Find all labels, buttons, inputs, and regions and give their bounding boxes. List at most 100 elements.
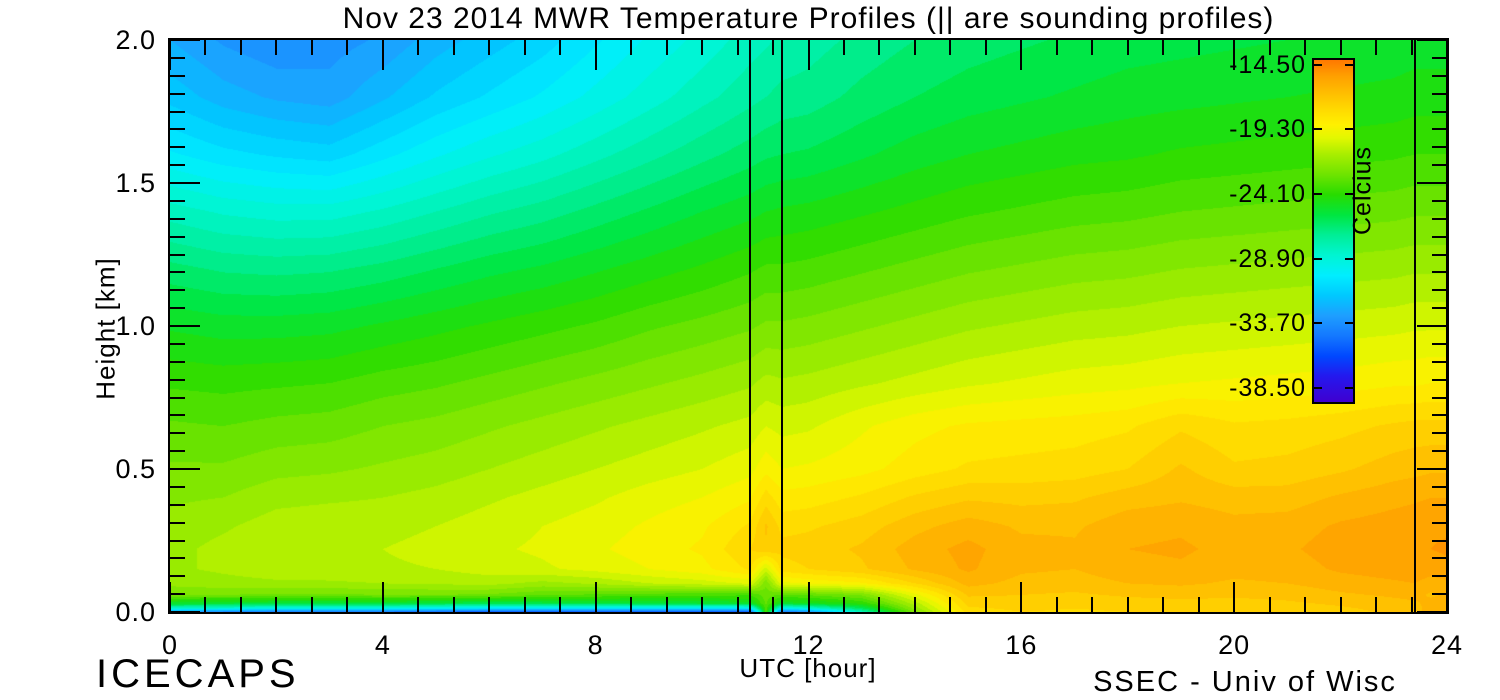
axis-tick	[1417, 611, 1447, 613]
axis-tick	[630, 40, 633, 55]
axis-tick	[170, 521, 185, 524]
axis-tick	[1432, 307, 1447, 310]
axis-tick	[417, 40, 420, 55]
axis-tick	[1339, 597, 1342, 612]
axis-tick	[1020, 582, 1023, 612]
axis-tick	[1345, 322, 1353, 325]
axis-tick	[1432, 396, 1447, 399]
axis-tick	[1055, 597, 1058, 612]
sounding-profile-line	[748, 40, 751, 612]
axis-tick	[1314, 257, 1322, 260]
axis-tick	[452, 40, 455, 55]
axis-tick	[170, 217, 185, 220]
colorbar-tick-label: -24.10	[1229, 179, 1306, 208]
axis-tick	[1345, 63, 1353, 66]
axis-tick	[1432, 128, 1447, 131]
axis-tick	[1375, 597, 1378, 612]
axis-tick	[170, 485, 185, 488]
axis-tick	[204, 40, 207, 55]
axis-tick	[1432, 253, 1447, 256]
axis-tick	[346, 40, 349, 55]
axis-tick	[169, 40, 171, 70]
colorbar-tick-label: -38.50	[1229, 373, 1306, 402]
axis-tick	[1417, 39, 1447, 41]
axis-tick	[1432, 110, 1447, 113]
colorbar-title: Celcius	[1348, 146, 1377, 235]
colorbar-tick-label: -28.90	[1229, 244, 1306, 273]
axis-tick	[949, 597, 952, 612]
axis-tick	[701, 597, 704, 612]
x-tick-label: 20	[1218, 630, 1251, 660]
axis-tick	[170, 396, 185, 399]
axis-tick	[736, 40, 739, 55]
colorbar	[1312, 58, 1355, 404]
axis-tick	[170, 557, 185, 560]
axis-tick	[170, 414, 185, 417]
axis-tick	[170, 253, 185, 256]
axis-tick	[1432, 378, 1447, 381]
axis-tick	[1432, 271, 1447, 274]
colorbar-tick-label: -19.30	[1229, 115, 1306, 144]
axis-tick	[1432, 217, 1447, 220]
axis-tick	[665, 597, 668, 612]
axis-tick	[523, 40, 526, 55]
axis-tick	[594, 582, 597, 612]
y-tick-label: 1.0	[115, 311, 156, 341]
axis-tick	[1432, 360, 1447, 363]
axis-tick	[239, 40, 242, 55]
axis-tick	[1314, 192, 1322, 195]
axis-tick	[1432, 557, 1447, 560]
axis-tick	[170, 199, 185, 202]
axis-tick	[1432, 485, 1447, 488]
axis-tick	[1432, 92, 1447, 95]
axis-tick	[1432, 235, 1447, 238]
axis-tick	[842, 40, 845, 55]
axis-tick	[1432, 575, 1447, 578]
axis-tick	[984, 597, 987, 612]
axis-tick	[913, 40, 916, 55]
axis-tick	[772, 597, 775, 612]
axis-tick	[1432, 593, 1447, 596]
axis-tick	[1304, 597, 1307, 612]
axis-tick	[381, 582, 384, 612]
axis-tick	[1233, 582, 1236, 612]
axis-tick	[170, 325, 200, 327]
y-tick-label: 0.0	[115, 597, 156, 627]
axis-tick	[1162, 597, 1165, 612]
x-axis-title: UTC [hour]	[739, 653, 877, 683]
axis-tick	[170, 271, 185, 274]
axis-tick	[170, 378, 185, 381]
footer-ssec: SSEC - Univ of Wisc	[1093, 666, 1397, 698]
axis-tick	[170, 575, 185, 578]
axis-tick	[1432, 432, 1447, 435]
axis-tick	[1446, 582, 1448, 612]
colorbar-tick-label: -33.70	[1229, 309, 1306, 338]
axis-tick	[1345, 128, 1353, 131]
axis-tick	[170, 450, 185, 453]
axis-tick	[1417, 182, 1447, 184]
axis-tick	[878, 597, 881, 612]
axis-tick	[1345, 386, 1353, 389]
axis-tick	[1126, 597, 1129, 612]
axis-tick	[1339, 40, 1342, 55]
x-tick-label: 16	[1005, 630, 1038, 660]
axis-tick	[1432, 199, 1447, 202]
axis-tick	[170, 503, 185, 506]
axis-tick	[1410, 597, 1413, 612]
axis-tick	[1268, 40, 1271, 55]
axis-tick	[1432, 289, 1447, 292]
axis-tick	[913, 597, 916, 612]
axis-tick	[170, 182, 200, 184]
axis-tick	[807, 40, 810, 70]
axis-tick	[170, 235, 185, 238]
axis-tick	[842, 597, 845, 612]
axis-tick	[310, 597, 313, 612]
x-tick-label: 4	[374, 630, 391, 660]
axis-tick	[594, 40, 597, 70]
y-tick-label: 1.5	[115, 168, 156, 198]
axis-tick	[1314, 386, 1322, 389]
axis-tick	[1345, 257, 1353, 260]
axis-tick	[204, 597, 207, 612]
axis-tick	[170, 289, 185, 292]
axis-tick	[170, 432, 185, 435]
